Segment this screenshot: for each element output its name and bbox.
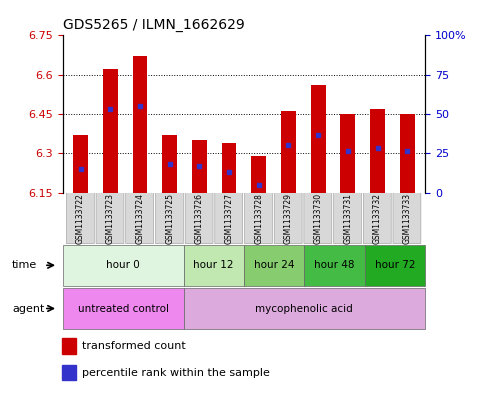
Bar (251, 156, 266, 193)
FancyBboxPatch shape (63, 245, 184, 286)
FancyBboxPatch shape (156, 193, 184, 244)
Bar (103, 70, 118, 193)
Bar (192, 140, 207, 193)
Text: GSM1133728: GSM1133728 (254, 193, 263, 244)
Text: agent: agent (12, 303, 44, 314)
FancyBboxPatch shape (304, 245, 365, 286)
Bar (132, 56, 147, 193)
FancyBboxPatch shape (304, 193, 332, 244)
Text: hour 24: hour 24 (254, 260, 294, 270)
FancyBboxPatch shape (274, 193, 302, 244)
FancyBboxPatch shape (96, 193, 124, 244)
Bar (400, 114, 414, 193)
Text: GSM1133727: GSM1133727 (225, 193, 234, 244)
FancyBboxPatch shape (184, 245, 244, 286)
Text: GSM1133729: GSM1133729 (284, 193, 293, 244)
Text: time: time (12, 260, 37, 270)
Text: GSM1133723: GSM1133723 (106, 193, 115, 244)
FancyBboxPatch shape (363, 193, 391, 244)
FancyBboxPatch shape (66, 193, 94, 244)
Bar (73, 135, 88, 193)
Text: GSM1133724: GSM1133724 (136, 193, 144, 244)
FancyBboxPatch shape (185, 193, 213, 244)
Text: percentile rank within the sample: percentile rank within the sample (82, 367, 270, 378)
Text: GSM1133731: GSM1133731 (343, 193, 352, 244)
Text: hour 48: hour 48 (314, 260, 355, 270)
Text: transformed count: transformed count (82, 341, 186, 351)
Text: GSM1133733: GSM1133733 (403, 193, 412, 244)
Bar (341, 114, 355, 193)
FancyBboxPatch shape (365, 245, 425, 286)
Bar (222, 143, 237, 193)
FancyBboxPatch shape (393, 193, 421, 244)
Bar (281, 111, 296, 193)
Text: GSM1133722: GSM1133722 (76, 193, 85, 244)
Text: GSM1133726: GSM1133726 (195, 193, 204, 244)
FancyBboxPatch shape (63, 288, 184, 329)
FancyBboxPatch shape (126, 193, 154, 244)
Text: GSM1133730: GSM1133730 (313, 193, 323, 244)
Bar (311, 85, 326, 193)
Text: GSM1133732: GSM1133732 (373, 193, 382, 244)
Text: hour 72: hour 72 (375, 260, 415, 270)
Text: GSM1133725: GSM1133725 (165, 193, 174, 244)
Text: hour 0: hour 0 (106, 260, 140, 270)
Bar (62, 338, 76, 354)
Text: hour 12: hour 12 (194, 260, 234, 270)
FancyBboxPatch shape (184, 288, 425, 329)
Bar (62, 365, 76, 380)
Text: mycophenolic acid: mycophenolic acid (256, 303, 353, 314)
Bar (162, 135, 177, 193)
FancyBboxPatch shape (334, 193, 361, 244)
Bar (370, 109, 385, 193)
FancyBboxPatch shape (215, 193, 243, 244)
Text: GDS5265 / ILMN_1662629: GDS5265 / ILMN_1662629 (63, 18, 244, 31)
Text: untreated control: untreated control (78, 303, 169, 314)
FancyBboxPatch shape (244, 193, 272, 244)
FancyBboxPatch shape (244, 245, 304, 286)
